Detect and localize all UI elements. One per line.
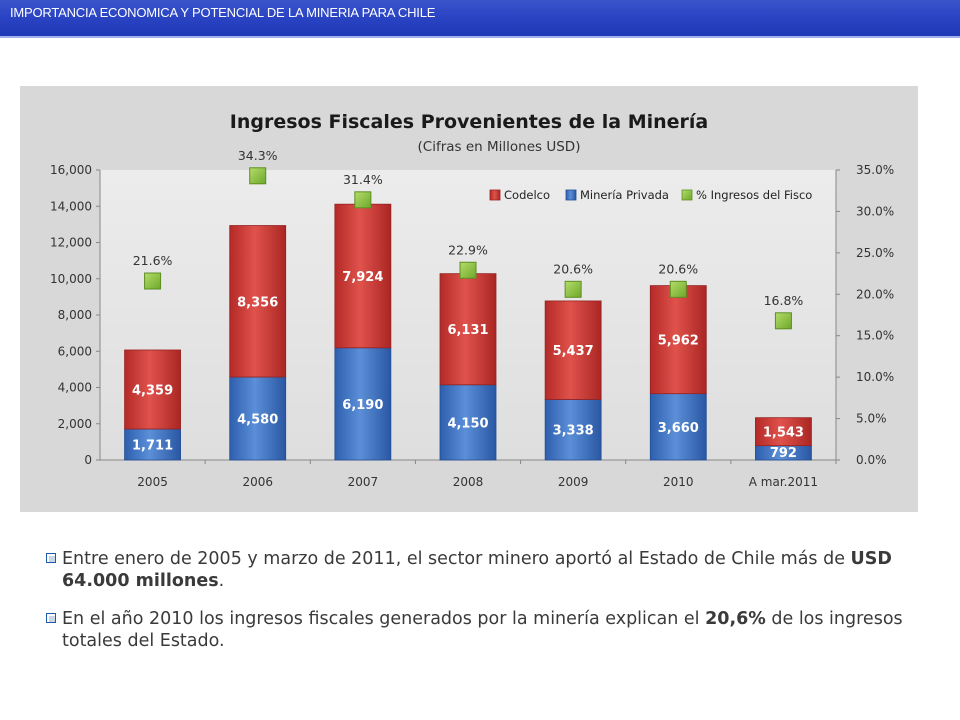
pct-marker	[774, 312, 792, 330]
x-tick-label: 2009	[558, 475, 589, 489]
bar-data-label: 7,924	[342, 270, 383, 285]
y2-tick-label: 20.0%	[856, 287, 894, 301]
y-tick-label: 8,000	[58, 308, 92, 322]
checkbox-bullet-icon	[46, 553, 56, 563]
y-tick-label: 14,000	[50, 199, 92, 213]
x-tick-label: 2007	[348, 475, 379, 489]
pct-marker	[354, 191, 372, 209]
chart: Ingresos Fiscales Provenientes de la Min…	[50, 111, 894, 489]
x-tick-label: 2005	[137, 475, 168, 489]
bar-codelco	[229, 225, 287, 378]
header-title: IMPORTANCIA ECONOMICA Y POTENCIAL DE LA …	[10, 5, 436, 20]
chart-subtitle: (Cifras en Millones USD)	[418, 139, 581, 155]
pct-marker	[144, 272, 162, 290]
bar-data-label: 1,543	[763, 426, 804, 441]
pct-marker	[459, 261, 477, 279]
y2-tick-label: 15.0%	[856, 329, 894, 343]
bullet-text: En el año 2010 los ingresos fiscales gen…	[62, 609, 706, 629]
bar-mineria-privada	[439, 384, 497, 461]
y-tick-label: 4,000	[58, 381, 92, 395]
pct-data-label: 16.8%	[764, 293, 804, 308]
bullet-text: de los ingresos totales del Estado.	[62, 609, 903, 651]
checkbox-bullet-icon	[46, 613, 56, 623]
y2-tick-label: 10.0%	[856, 370, 894, 384]
y-tick-label: 12,000	[50, 236, 92, 250]
bar-mineria-privada	[124, 428, 181, 461]
bar-data-label: 5,437	[553, 344, 594, 359]
bullet-list: Entre enero de 2005 y marzo de 2011, el …	[46, 548, 906, 668]
y-tick-label: 0	[84, 453, 92, 467]
bar-data-label: 6,131	[447, 323, 488, 338]
bar-data-label: 6,190	[342, 398, 383, 413]
bullet-item: Entre enero de 2005 y marzo de 2011, el …	[46, 548, 906, 592]
pct-data-label: 31.4%	[343, 172, 383, 187]
bar-data-label: 5,962	[658, 334, 699, 349]
y2-tick-label: 30.0%	[856, 204, 894, 218]
header-bar: IMPORTANCIA ECONOMICA Y POTENCIAL DE LA …	[0, 0, 960, 38]
pct-data-label: 22.9%	[448, 242, 488, 257]
bar-codelco	[124, 349, 181, 430]
y-tick-label: 10,000	[50, 272, 92, 286]
y2-tick-label: 25.0%	[856, 246, 894, 260]
chart-title: Ingresos Fiscales Provenientes de la Min…	[230, 111, 709, 133]
legend-label: Codelco	[504, 188, 550, 202]
chart-legend: Codelco Minería Privada % Ingresos del Fis…	[489, 188, 812, 202]
bar-data-label: 4,580	[237, 412, 278, 427]
pct-data-label: 34.3%	[238, 148, 278, 163]
legend-label: % Ingresos del Fisco	[696, 188, 812, 202]
bullet-text: Entre enero de 2005 y marzo de 2011, el …	[62, 549, 851, 569]
bar-mineria-privada	[229, 376, 287, 461]
pct-data-label: 21.6%	[133, 253, 173, 268]
chart-panel: Ingresos Fiscales Provenientes de la Min…	[20, 86, 918, 512]
legend-swatch	[489, 189, 501, 201]
x-tick-label: 2008	[453, 475, 484, 489]
bar-data-label: 3,660	[658, 421, 699, 436]
bullet-item: En el año 2010 los ingresos fiscales gen…	[46, 608, 906, 652]
y-tick-label: 6,000	[58, 344, 92, 358]
bar-mineria-privada	[544, 399, 602, 461]
pct-marker	[564, 280, 582, 298]
y2-tick-label: 0.0%	[856, 453, 887, 467]
legend-swatch	[565, 189, 577, 201]
y2-tick-label: 5.0%	[856, 412, 887, 426]
x-tick-label: 2010	[663, 475, 694, 489]
bar-codelco	[334, 203, 392, 349]
bar-data-label: 3,338	[553, 424, 594, 439]
bar-codelco	[649, 285, 707, 395]
bullet-text: .	[218, 571, 225, 591]
legend-label: Minería Privada	[580, 188, 669, 202]
bar-mineria-privada	[334, 347, 392, 461]
legend-swatch	[681, 189, 693, 201]
bar-data-label: 4,150	[447, 416, 488, 431]
pct-data-label: 20.6%	[553, 261, 593, 276]
bar-mineria-privada	[649, 393, 707, 461]
x-tick-label: 2006	[242, 475, 273, 489]
x-tick-label: A mar.2011	[749, 475, 818, 489]
pct-marker	[669, 280, 687, 298]
bullet-emphasis: 20,6%	[705, 609, 766, 629]
pct-marker	[249, 167, 267, 185]
bar-data-label: 792	[770, 446, 797, 461]
bar-data-label: 8,356	[237, 295, 278, 310]
pct-data-label: 20.6%	[658, 261, 698, 276]
bar-data-label: 1,711	[132, 438, 173, 453]
bar-codelco	[544, 300, 602, 400]
bullet-emphasis: USD 64.000 millones	[62, 549, 892, 591]
bar-codelco	[439, 273, 497, 386]
bar-codelco	[755, 417, 812, 447]
y-tick-label: 16,000	[50, 163, 92, 177]
y-tick-label: 2,000	[58, 417, 92, 431]
y2-tick-label: 35.0%	[856, 163, 894, 177]
bar-data-label: 4,359	[132, 383, 173, 398]
